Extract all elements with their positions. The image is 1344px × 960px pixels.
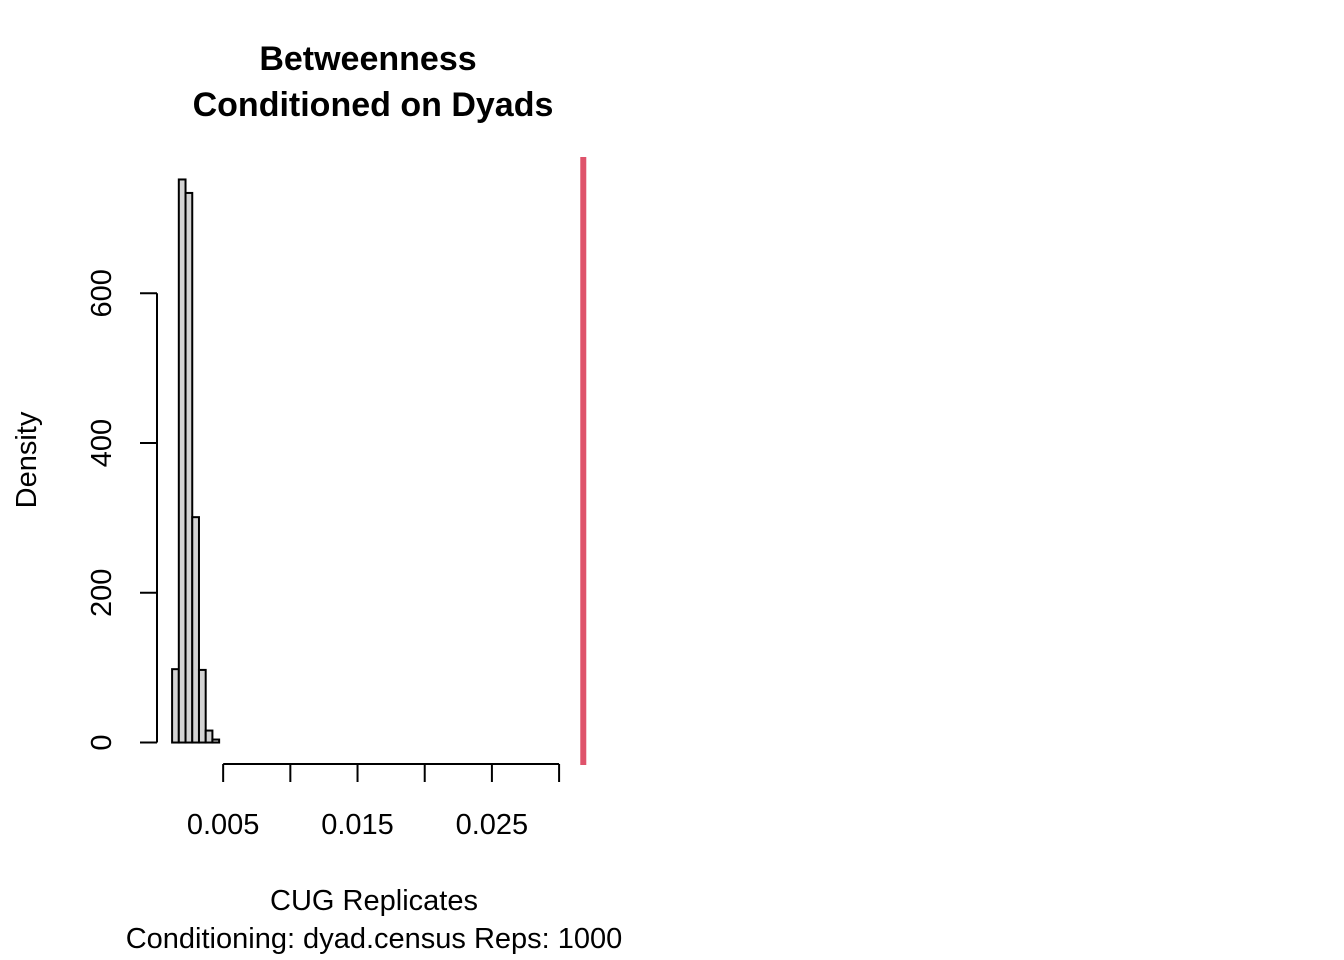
chart-title-line-2: Conditioned on Dyads <box>193 86 554 124</box>
histogram-bar-6 <box>211 738 221 744</box>
histogram-bar-3 <box>191 516 200 744</box>
y-tick-label-2: 400 <box>86 419 118 467</box>
histogram-bar-4 <box>197 668 207 744</box>
x-tick-label-0: 0.005 <box>187 809 260 841</box>
histogram-bar-2 <box>184 191 194 744</box>
histogram-bars <box>171 178 221 744</box>
y-axis-ticks: 0 200 400 600 <box>86 269 157 751</box>
histogram-bar-5 <box>204 729 214 744</box>
histogram-bar-0 <box>171 668 180 744</box>
x-axis-sublabel: Conditioning: dyad.census Reps: 1000 <box>126 923 623 955</box>
x-tick-label-1: 0.015 <box>321 809 394 841</box>
y-tick-label-3: 600 <box>86 269 118 317</box>
y-tick-label-0: 0 <box>86 734 118 750</box>
x-axis-ticks: 0.005 0.015 0.025 <box>187 764 561 841</box>
x-axis-label: CUG Replicates <box>270 885 478 917</box>
histogram-bar-1 <box>177 178 187 744</box>
x-tick-label-2: 0.025 <box>456 809 529 841</box>
y-axis-label: Density <box>11 411 43 508</box>
chart-title-line-1: Betweenness <box>259 40 476 78</box>
y-tick-label-1: 200 <box>86 569 118 617</box>
